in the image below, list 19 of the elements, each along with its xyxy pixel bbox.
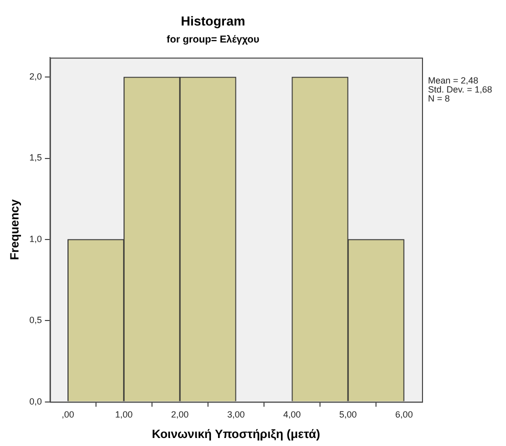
y-tick-label: 1,5 <box>29 152 42 163</box>
x-tick-label: 1,00 <box>115 410 133 420</box>
text: Std. Dev. = 1,68 <box>428 84 492 95</box>
y-tick-label: 1,0 <box>29 234 42 244</box>
text: Mean = 2,48 <box>428 76 478 86</box>
y-axis-title: Frequency <box>8 199 22 260</box>
text: N = 8 <box>428 94 450 104</box>
x-tick-label: 6,00 <box>395 410 413 420</box>
x-tick-label: 4,00 <box>283 410 301 420</box>
x-tick-label: ,00 <box>62 410 74 420</box>
x-tick-label: 5,00 <box>339 410 357 420</box>
x-tick-label: 3,00 <box>227 410 245 420</box>
x-tick-label: 2,00 <box>171 410 189 420</box>
chart-subtitle: for group= Ελέγχου <box>166 34 260 46</box>
chart-title: Histogram <box>180 13 246 28</box>
y-tick-label: 0,0 <box>29 396 42 406</box>
y-tick-label: 0,5 <box>29 315 42 326</box>
x-axis-title: Κοινωνική Υποστήριξη (μετά) <box>152 427 320 442</box>
y-tick-label: 2,0 <box>29 72 42 82</box>
